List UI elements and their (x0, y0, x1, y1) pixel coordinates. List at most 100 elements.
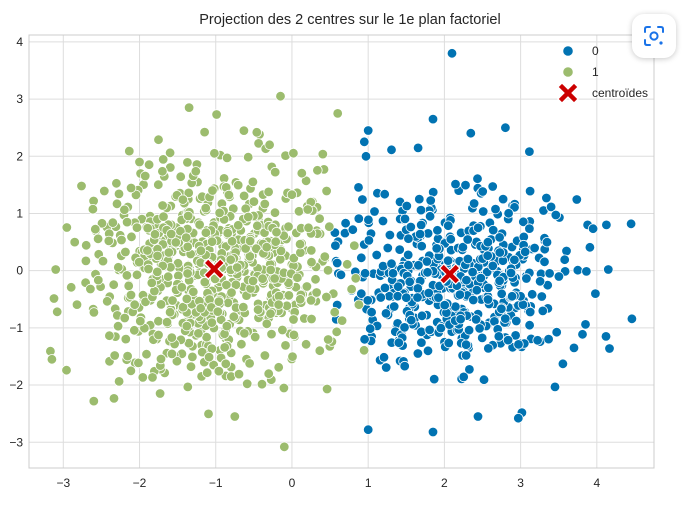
scatter-point-series-1 (61, 222, 73, 233)
scatter-point-series-0 (369, 206, 380, 217)
scatter-point-series-0 (403, 260, 414, 271)
scatter-point-series-1 (288, 147, 299, 159)
scatter-point-series-1 (270, 166, 281, 178)
scatter-point-series-0 (406, 315, 417, 326)
scatter-point-series-1 (93, 274, 104, 286)
scatter-point-series-1 (358, 345, 370, 356)
scatter-point-series-0 (553, 271, 565, 282)
scatter-point-series-1 (206, 317, 218, 328)
scatter-point-series-1 (133, 357, 144, 369)
scatter-point-series-1 (157, 166, 168, 177)
scatter-point-series-0 (404, 276, 415, 288)
scatter-point-series-1 (301, 281, 313, 292)
scatter-point-series-1 (241, 378, 253, 390)
scatter-point-series-0 (474, 323, 485, 334)
scatter-point-series-0 (443, 220, 454, 231)
scatter-point-series-1 (253, 138, 264, 149)
scatter-point-series-1 (182, 381, 194, 393)
scatter-point-series-1 (143, 263, 154, 275)
scatter-point-series-1 (288, 329, 300, 341)
scatter-point-series-0 (580, 319, 591, 330)
scatter-point-series-1 (248, 196, 260, 207)
scatter-point-series-1 (92, 233, 104, 245)
scatter-point-series-0 (425, 195, 436, 206)
x-tick-label: 1 (365, 476, 372, 490)
scatter-point-series-0 (403, 233, 414, 244)
scatter-point-series-0 (442, 255, 454, 266)
scatter-point-series-0 (471, 285, 483, 296)
scatter-point-series-1 (232, 179, 244, 191)
scatter-point-series-1 (336, 315, 348, 326)
scatter-point-series-0 (412, 142, 424, 154)
scatter-point-series-0 (381, 362, 392, 373)
scatter-point-series-1 (247, 275, 259, 287)
scatter-point-series-1 (181, 293, 193, 305)
scatter-point-series-1 (111, 198, 123, 210)
scatter-point-series-1 (221, 320, 233, 332)
scatter-point-series-0 (500, 313, 511, 324)
scatter-point-series-0 (524, 185, 536, 197)
scatter-point-series-1 (182, 210, 194, 222)
scatter-point-series-1 (324, 221, 335, 232)
scatter-point-series-1 (209, 148, 220, 159)
scatter-point-series-1 (273, 299, 284, 310)
scatter-point-series-1 (306, 245, 317, 256)
scatter-point-series-0 (371, 249, 382, 261)
scatter-point-series-0 (518, 216, 529, 228)
scatter-point-series-0 (365, 323, 376, 334)
scatter-point-series-1 (259, 198, 271, 210)
scatter-point-series-1 (177, 194, 189, 205)
scatter-point-series-0 (584, 242, 596, 253)
scatter-point-series-0 (413, 260, 424, 271)
scatter-point-series-1 (306, 257, 317, 268)
scatter-point-series-1 (119, 312, 130, 324)
y-tick-label: 4 (16, 35, 23, 49)
scatter-point-series-1 (271, 226, 282, 238)
scatter-point-series-0 (472, 173, 483, 184)
scatter-point-series-1 (220, 358, 232, 370)
centroid-markers (203, 257, 461, 286)
scatter-point-series-1 (147, 372, 158, 383)
scatter-point-series-1 (207, 185, 218, 196)
scatter-point-series-1 (238, 190, 250, 202)
scatter-point-series-0 (416, 310, 428, 322)
scatter-point-series-0 (378, 352, 390, 363)
scatter-point-series-1 (163, 247, 175, 258)
scatter-point-series-1 (61, 365, 72, 376)
scatter-point-series-0 (468, 198, 480, 209)
scatter-point-series-1 (213, 365, 225, 377)
lens-button[interactable] (632, 14, 676, 58)
scatter-point-series-1 (141, 349, 152, 360)
scatter-point-series-0 (559, 254, 570, 265)
scatter-point-series-1 (288, 253, 300, 264)
scatter-point-series-0 (443, 337, 454, 349)
scatter-point-series-0 (539, 256, 550, 268)
scatter-point-series-0 (415, 204, 427, 216)
scatter-point-series-1 (212, 306, 224, 317)
scatter-point-series-0 (502, 334, 514, 346)
scatter-point-series-1 (101, 296, 113, 307)
scatter-point-series-0 (497, 193, 509, 205)
legend: 0 1 centroïdes (557, 44, 648, 104)
scatter-point-series-1 (153, 329, 164, 341)
scatter-point-series-0 (393, 281, 404, 292)
scatter-point-series-1 (65, 282, 77, 293)
scatter-point-series-1 (195, 245, 207, 256)
scatter-point-series-0 (521, 273, 532, 284)
scatter-point-series-0 (366, 307, 377, 318)
scatter-point-series-0 (416, 240, 427, 252)
scatter-point-series-0 (483, 343, 494, 354)
scatter-point-series-1 (349, 240, 360, 251)
scatter-point-series-0 (505, 267, 517, 279)
scatter-point-series-0 (506, 291, 518, 302)
scatter-point-series-0 (450, 178, 461, 190)
scatter-point-series-1 (294, 238, 306, 250)
scatter-point-series-1 (321, 185, 332, 197)
scatter-point-series-1 (113, 376, 125, 387)
scatter-point-series-0 (488, 224, 499, 236)
scatter-point-series-0 (363, 424, 374, 435)
scatter-point-series-1 (143, 159, 155, 170)
scatter-point-series-0 (581, 266, 592, 277)
x-tick-label: −3 (56, 476, 70, 490)
scatter-point-series-0 (422, 267, 433, 278)
